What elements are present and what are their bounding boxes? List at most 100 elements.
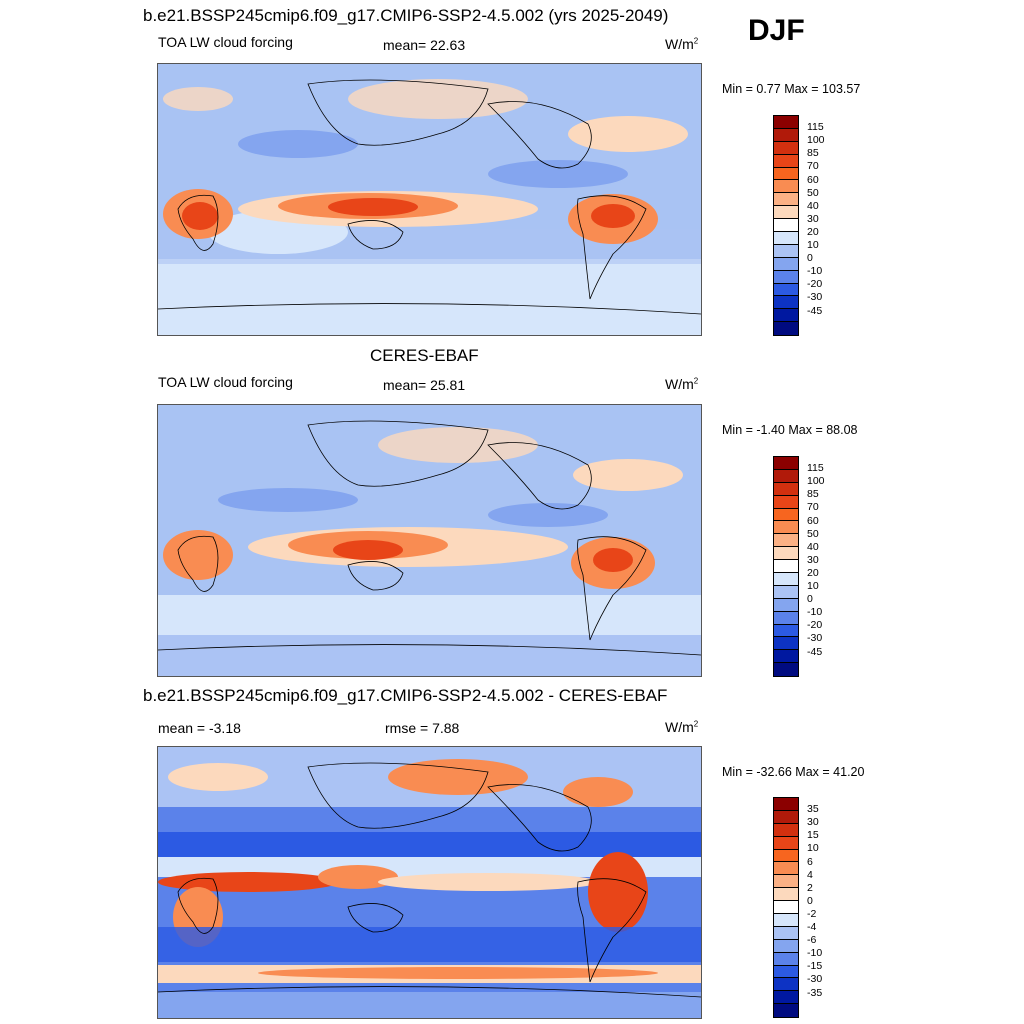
colorbar-tick-label: -20 bbox=[807, 619, 823, 632]
colorbar-tick-label: 30 bbox=[807, 816, 819, 829]
colorbar-swatch bbox=[774, 939, 798, 953]
colorbar-swatch bbox=[774, 534, 798, 548]
panel-1-variable: TOA LW cloud forcing bbox=[158, 34, 293, 50]
colorbar-tick-label: 115 bbox=[807, 121, 824, 134]
colorbar-tick-label: -45 bbox=[807, 645, 823, 658]
colorbar-swatch bbox=[774, 508, 798, 522]
colorbar-swatch bbox=[774, 244, 798, 258]
colorbar-swatch bbox=[774, 637, 798, 651]
colorbar-tick-label: 100 bbox=[807, 475, 825, 488]
colorbar-tick-label: -15 bbox=[807, 960, 823, 973]
colorbar-tick-label: 35 bbox=[807, 803, 819, 816]
colorbar-tick-label: 70 bbox=[807, 160, 819, 173]
panel-2-colorbar bbox=[773, 456, 799, 678]
colorbar-swatch bbox=[774, 598, 798, 612]
colorbar-tick-label: -20 bbox=[807, 278, 823, 291]
panel-3-minmax: Min = -32.66 Max = 41.20 bbox=[722, 765, 865, 779]
colorbar-tick-label: 0 bbox=[807, 593, 813, 606]
colorbar-tick-label: 6 bbox=[807, 855, 813, 868]
panel-2-map bbox=[157, 404, 702, 677]
colorbar-swatch bbox=[774, 482, 798, 496]
colorbar-swatch bbox=[774, 849, 798, 863]
colorbar-swatch bbox=[774, 926, 798, 940]
panel-3-rmse: rmse = 7.88 bbox=[385, 720, 460, 736]
colorbar-swatch bbox=[774, 141, 798, 155]
panel-2-minmax: Min = -1.40 Max = 88.08 bbox=[722, 423, 858, 437]
colorbar-tick-label: -10 bbox=[807, 265, 823, 278]
panel-3-colorbar bbox=[773, 797, 799, 1019]
colorbar-swatch bbox=[774, 283, 798, 297]
colorbar-swatch bbox=[774, 309, 798, 323]
colorbar-swatch bbox=[774, 798, 798, 811]
colorbar-swatch bbox=[774, 965, 798, 979]
colorbar-tick-label: 85 bbox=[807, 488, 819, 501]
panel-3-mean: mean = -3.18 bbox=[158, 720, 241, 736]
colorbar-tick-label: 85 bbox=[807, 147, 819, 160]
colorbar-tick-label: -30 bbox=[807, 291, 823, 304]
panel-3-field bbox=[158, 747, 701, 1018]
colorbar-tick-label: 50 bbox=[807, 186, 819, 199]
colorbar-tick-label: 60 bbox=[807, 173, 819, 186]
panel-2-title: CERES-EBAF bbox=[370, 346, 479, 365]
colorbar-tick-label: -45 bbox=[807, 304, 823, 317]
colorbar-tick-label: -4 bbox=[807, 921, 817, 933]
colorbar-swatch bbox=[774, 573, 798, 586]
panel-2-variable: TOA LW cloud forcing bbox=[158, 374, 293, 390]
colorbar-tick-label: 30 bbox=[807, 553, 819, 566]
colorbar-tick-label: -6 bbox=[807, 934, 817, 947]
colorbar-swatch bbox=[774, 521, 798, 535]
colorbar-tick-label: 0 bbox=[807, 894, 813, 907]
colorbar-tick-label: 115 bbox=[807, 462, 824, 475]
colorbar-swatch bbox=[774, 952, 798, 966]
colorbar-tick-label: 60 bbox=[807, 514, 819, 527]
colorbar-tick-label: 30 bbox=[807, 212, 819, 225]
colorbar-tick-label: -10 bbox=[807, 947, 823, 960]
colorbar-swatch bbox=[774, 219, 798, 233]
colorbar-swatch bbox=[774, 167, 798, 181]
colorbar-tick-label: -30 bbox=[807, 632, 823, 645]
panel-3-title: b.e21.BSSP245cmip6.f09_g17.CMIP6-SSP2-4.… bbox=[143, 686, 668, 705]
colorbar-swatch bbox=[774, 206, 798, 220]
colorbar-swatch bbox=[774, 875, 798, 889]
panel-1-colorbar bbox=[773, 115, 799, 337]
colorbar-swatch bbox=[774, 810, 798, 824]
colorbar-swatch bbox=[774, 611, 798, 625]
panel-2-mean: mean= 25.81 bbox=[383, 377, 466, 393]
panel-1-mean: mean= 22.63 bbox=[383, 37, 466, 53]
colorbar-swatch bbox=[774, 663, 798, 677]
colorbar-tick-label: 0 bbox=[807, 252, 813, 265]
colorbar-swatch bbox=[774, 270, 798, 284]
panel-3-map bbox=[157, 746, 702, 1019]
colorbar-swatch bbox=[774, 991, 798, 1005]
panel-2-units: W/m2 bbox=[665, 376, 699, 392]
colorbar-swatch bbox=[774, 232, 798, 245]
colorbar-tick-label: 2 bbox=[807, 881, 813, 894]
colorbar-swatch bbox=[774, 322, 798, 336]
colorbar-swatch bbox=[774, 193, 798, 207]
colorbar-tick-label: 20 bbox=[807, 225, 819, 238]
panel-1-title: b.e21.BSSP245cmip6.f09_g17.CMIP6-SSP2-4.… bbox=[143, 6, 669, 25]
colorbar-tick-label: 15 bbox=[807, 829, 819, 842]
colorbar-swatch bbox=[774, 116, 798, 129]
colorbar-swatch bbox=[774, 296, 798, 310]
colorbar-tick-label: 50 bbox=[807, 527, 819, 540]
panel-3-units: W/m2 bbox=[665, 719, 699, 735]
colorbar-swatch bbox=[774, 836, 798, 850]
colorbar-swatch bbox=[774, 547, 798, 561]
colorbar-tick-label: 10 bbox=[807, 842, 819, 855]
colorbar-swatch bbox=[774, 495, 798, 509]
colorbar-tick-label: 70 bbox=[807, 501, 819, 514]
panel-1-map bbox=[157, 63, 702, 336]
colorbar-tick-label: -2 bbox=[807, 907, 817, 920]
panel-1-field bbox=[158, 64, 701, 335]
colorbar-tick-label: 10 bbox=[807, 580, 819, 592]
colorbar-tick-label: 20 bbox=[807, 566, 819, 579]
panel-1-minmax: Min = 0.77 Max = 103.57 bbox=[722, 82, 861, 96]
colorbar-swatch bbox=[774, 180, 798, 194]
colorbar-swatch bbox=[774, 154, 798, 168]
colorbar-swatch bbox=[774, 469, 798, 483]
colorbar-tick-label: 4 bbox=[807, 868, 813, 881]
colorbar-swatch bbox=[774, 624, 798, 638]
colorbar-swatch bbox=[774, 1004, 798, 1018]
colorbar-swatch bbox=[774, 650, 798, 664]
